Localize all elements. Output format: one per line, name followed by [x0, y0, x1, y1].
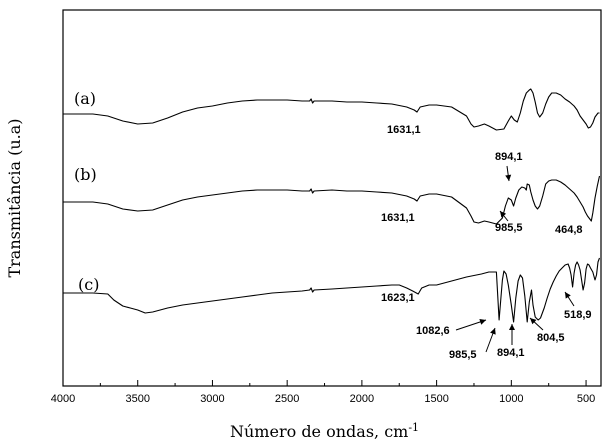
peak-annotation-label: 1631,1	[387, 124, 421, 136]
x-axis-title-main: Número de ondas, cm	[230, 422, 408, 441]
x-tick-label: 4000	[51, 393, 75, 405]
series-labels: (a) (b) (c)	[74, 89, 99, 294]
x-tick-label: 3000	[200, 393, 224, 405]
annotation-arrow-head	[565, 292, 571, 299]
peak-annotation-label: 1623,1	[381, 292, 415, 304]
x-axis-title-superscript: -1	[408, 421, 419, 434]
x-tick-label: 2000	[350, 393, 374, 405]
x-tick-label: 1500	[424, 393, 448, 405]
annotation-arrow-head	[500, 211, 507, 218]
annotation-arrow-head	[479, 319, 486, 325]
annotation-arrow-head	[490, 328, 496, 335]
annotation-arrow-head	[505, 174, 512, 181]
series-label: (c)	[78, 275, 99, 294]
x-tick-label: 3500	[125, 393, 149, 405]
series-lines	[63, 88, 601, 323]
peak-annotation-label: 804,5	[537, 332, 565, 344]
series-label: (b)	[74, 165, 97, 184]
y-axis-title: Transmitância (u.a)	[5, 118, 24, 277]
peak-annotation-label: 985,5	[495, 222, 523, 234]
peak-annotation-label: 985,5	[449, 349, 477, 361]
peak-annotation-label: 464,8	[555, 224, 583, 236]
annotation-arrow-head	[530, 318, 537, 325]
series-line-1	[63, 88, 600, 131]
x-tick-label: 1000	[499, 393, 523, 405]
series-line-3	[63, 257, 601, 323]
x-axis-ticks: 4000 3500 3000 2500 2000 1500 1000 500	[51, 380, 595, 405]
peak-annotations: 1631,1 894,1 985,5 1631,1 464,8 1623,1 1082,6 9…	[381, 124, 592, 361]
peak-annotation-label: 1631,1	[381, 212, 415, 224]
peak-annotation-label: 518,9	[564, 309, 592, 321]
series-line-2	[63, 175, 601, 225]
x-axis-title: Número de ondas, cm-1	[230, 421, 419, 441]
plot-frame	[62, 9, 602, 387]
peak-annotation-label: 894,1	[495, 151, 523, 163]
series-label: (a)	[74, 89, 96, 108]
peak-annotation-label: 1082,6	[416, 325, 450, 337]
peak-annotation-label: 894,1	[497, 347, 525, 359]
x-tick-label: 500	[577, 393, 595, 405]
x-tick-label: 2500	[275, 393, 299, 405]
annotation-arrow-head	[509, 324, 515, 330]
